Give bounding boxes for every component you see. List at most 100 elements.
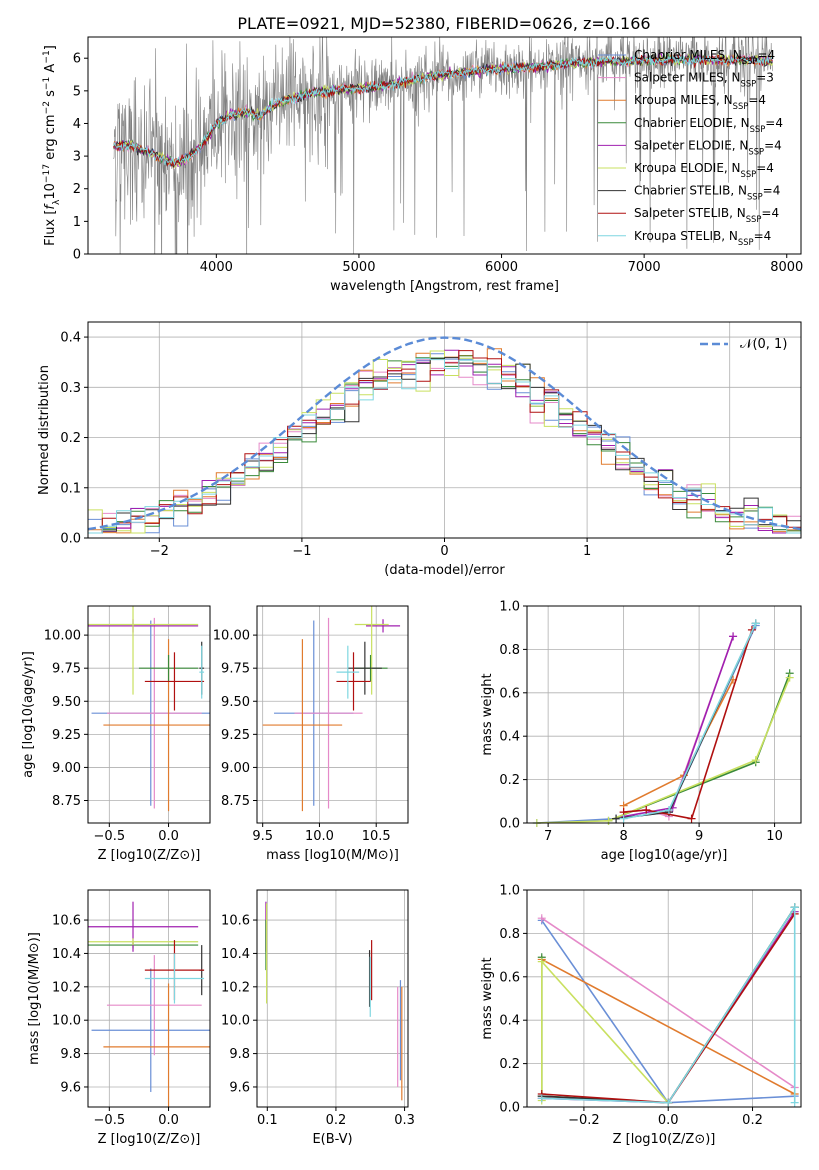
- point-marker-kroupa_elodie: [537, 957, 546, 966]
- x-tick-label: −1: [292, 544, 311, 559]
- y-axis-label: mass weight: [480, 673, 495, 755]
- y-tick-label: 9.8: [60, 1047, 81, 1062]
- age_vs_Z-chart: −0.5 0.0 8.75 9.00 9.25 9.50 9.75 10.00 Z [log10…: [21, 605, 211, 863]
- x-tick-label: 5000: [342, 260, 375, 275]
- y-tick-label: 10.00: [213, 629, 250, 644]
- y-tick-label: 0.1: [60, 481, 81, 496]
- x-tick-label: 10.0: [305, 829, 334, 844]
- legend-label-salpeter_stelib: Salpeter STELIB, NSSP=4: [634, 206, 779, 224]
- y-tick-label: 0.6: [499, 970, 520, 985]
- x-axis-label: (data-model)/error: [384, 563, 505, 578]
- y-tick-label: 1.0: [499, 600, 520, 615]
- x-tick-label: −0.5: [94, 1113, 126, 1128]
- y-tick-label: 3: [73, 150, 81, 165]
- series-line-kroupa_stelib: [623, 623, 757, 820]
- x-axis-label: Z [log10(Z/Z⊙)]: [613, 1132, 716, 1147]
- y-tick-label: 0.4: [499, 730, 520, 745]
- axes-frame: [526, 605, 802, 824]
- y-tick-label: 0.4: [60, 331, 81, 346]
- axes-frame: [526, 889, 802, 1108]
- y-tick-label: 10.0: [221, 1014, 250, 1029]
- data-spectrum: [113, 37, 773, 254]
- x-axis-label: E(B-V): [312, 1132, 352, 1147]
- legend-label-kroupa_miles: Kroupa MILES, NSSP=4: [634, 93, 766, 111]
- x-tick-label: 0.0: [158, 1113, 179, 1128]
- x-tick-label: 9: [695, 829, 703, 844]
- point-marker-salpeter_stelib: [687, 814, 696, 823]
- x-tick-label: 0: [440, 544, 448, 559]
- mass_vs_Z-chart: −0.5 0.0 9.6 9.8 10.0 10.2 10.4 10.6 Z [log10(Z/…: [27, 889, 211, 1147]
- y-tick-label: 0.2: [499, 773, 520, 788]
- gaussian-curve: [87, 336, 802, 531]
- series-line-kroupa_elodie: [536, 677, 791, 824]
- y-tick-label: 0.0: [499, 1101, 520, 1116]
- series-line-kroupa_stelib: [541, 904, 796, 1104]
- y-axis-label: Normed distribution: [37, 365, 52, 495]
- y-axis-label: mass [log10(M/M⊙)]: [27, 932, 42, 1065]
- point-marker-kroupa_stelib: [537, 1094, 546, 1103]
- x-tick-label: 7: [544, 829, 552, 844]
- series-line-salpeter_stelib: [623, 629, 753, 820]
- x-tick-label: 0.2: [326, 1113, 347, 1128]
- y-tick-label: 9.6: [60, 1080, 81, 1095]
- y-tick-label: 9.75: [52, 662, 81, 677]
- point-marker-salpeter_stelib: [642, 805, 651, 814]
- point-marker-kroupa_stelib: [790, 1098, 799, 1107]
- axes-frame: [87, 36, 802, 255]
- y-tick-label: 4: [73, 117, 81, 132]
- legend-label-kroupa_elodie: Kroupa ELODIE, NSSP=4: [634, 161, 774, 179]
- point-marker-kroupa_stelib: [664, 1098, 673, 1107]
- y-tick-label: 0.0: [60, 532, 81, 547]
- y-tick-label: 9.75: [221, 662, 250, 677]
- point-marker-kroupa_stelib: [664, 805, 673, 814]
- x-tick-label: 2: [726, 544, 734, 559]
- y-tick-label: 6: [73, 52, 81, 67]
- x-tick-label: −2: [150, 544, 169, 559]
- y-tick-label: 9.00: [221, 761, 250, 776]
- figure-title: PLATE=0921, MJD=52380, FIBERID=0626, z=0…: [237, 14, 650, 33]
- y-tick-label: 10.6: [221, 914, 250, 929]
- y-tick-label: 0.8: [499, 927, 520, 942]
- y-tick-label: 0.3: [60, 381, 81, 396]
- legend-label-salpeter_miles: Salpeter MILES, NSSP=3: [634, 71, 774, 89]
- y-tick-label: 10.2: [52, 980, 81, 995]
- series-line-kroupa_miles: [541, 958, 796, 1095]
- y-tick-label: 8.75: [221, 794, 250, 809]
- point-marker-salpeter_elodie: [729, 632, 738, 641]
- y-axis-label: age [log10(age/yr)]: [21, 651, 36, 778]
- x-axis-label: age [log10(age/yr)]: [601, 848, 728, 863]
- x-tick-label: 6000: [485, 260, 518, 275]
- axes-frame: [256, 889, 409, 1108]
- mass_vs_ebv-chart: 0.1 0.2 0.3 9.6 9.8 10.0 10.2 10.4 10.6 E(B-V): [221, 889, 415, 1147]
- y-tick-label: 9.6: [229, 1080, 250, 1095]
- mass_weight_vs_age-chart: 7 8 9 10 0.0 0.2 0.4 0.6 0.8 1.0 age [log10(age/yr…: [480, 600, 802, 863]
- x-tick-label: 0.0: [658, 1113, 679, 1128]
- x-axis-label: wavelength [Angstrom, rest frame]: [330, 279, 559, 294]
- x-axis-label: mass [log10(M/M⊙)]: [266, 848, 399, 863]
- x-tick-label: −0.5: [94, 829, 126, 844]
- y-tick-label: 0.8: [499, 643, 520, 658]
- point-marker-kroupa_stelib: [619, 814, 628, 823]
- y-tick-label: 1: [73, 215, 81, 230]
- y-tick-label: 0.2: [499, 1057, 520, 1072]
- y-tick-label: 1.0: [499, 884, 520, 899]
- mass_weight_vs_Z-chart: −0.2 0.0 0.2 0.0 0.2 0.4 0.6 0.8 1.0 Z [log10(Z/Z…: [480, 884, 802, 1147]
- y-tick-label: 10.0: [52, 1014, 81, 1029]
- spectrum-chart: 4000 5000 6000 7000 8000 0 1 2 3 4 5 6 wavelength [A…: [42, 36, 803, 294]
- legend-label-gaussian: 𝒩(0, 1): [740, 337, 787, 352]
- x-tick-label: 0.2: [742, 1113, 763, 1128]
- x-tick-label: −0.2: [568, 1113, 600, 1128]
- x-tick-label: 7000: [628, 260, 661, 275]
- y-tick-label: 10.6: [52, 914, 81, 929]
- point-marker-salpeter_miles: [537, 914, 546, 923]
- point-marker-kroupa_elodie: [751, 756, 760, 765]
- y-tick-label: 9.8: [229, 1047, 250, 1062]
- y-tick-label: 10.4: [52, 947, 81, 962]
- y-tick-label: 9.25: [221, 728, 250, 743]
- age_vs_mass-chart: 9.5 10.0 10.5 8.75 9.00 9.25 9.50 9.75 10.00 mass…: [213, 605, 409, 863]
- y-tick-label: 0.0: [499, 817, 520, 832]
- series-line-salpeter_miles: [541, 917, 796, 1089]
- model-spectrum-kroupa_stelib: [113, 53, 773, 166]
- legend-label-chabrier_stelib: Chabrier STELIB, NSSP=4: [634, 184, 780, 202]
- point-marker-chabrier_stelib: [612, 814, 621, 823]
